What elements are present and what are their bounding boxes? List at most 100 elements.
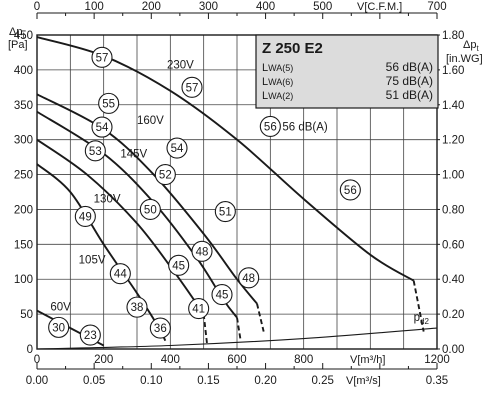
y-left-tick-label: 450 <box>14 30 33 42</box>
sound-marker: 48 <box>238 267 260 289</box>
chart-title: Z 250 E2 <box>262 40 323 57</box>
y-right-tick-label: 0.40 <box>442 274 464 286</box>
y-left-tick-label: 350 <box>14 100 33 112</box>
y-left-axis-label: Δpt <box>9 26 25 40</box>
curve-label: 230V <box>167 59 194 71</box>
marker-circle <box>191 240 213 262</box>
y-right-tick-label: 0.80 <box>442 204 464 216</box>
sound-marker: 51 <box>214 200 236 223</box>
sound-marker: 56 <box>259 115 281 137</box>
y-left-tick-label: 400 <box>14 65 33 77</box>
x-bottom2-tick-label: 0.10 <box>140 375 162 387</box>
marker-circle <box>188 297 210 320</box>
sound-marker: 49 <box>74 205 96 227</box>
marker-label: 55 <box>102 98 115 110</box>
marker-label: 45 <box>172 260 185 272</box>
y-right-tick-label: 0.60 <box>442 239 464 251</box>
marker-circle <box>211 284 233 306</box>
sound-marker: 55 <box>98 92 120 114</box>
curve-130v <box>36 138 205 315</box>
curve-extension-230v <box>412 280 425 332</box>
marker-label: 51 <box>219 207 232 219</box>
marker-circle <box>109 263 131 285</box>
marker-label: 23 <box>84 330 97 342</box>
curve-label: 145V <box>120 149 147 161</box>
marker-circle <box>339 179 361 201</box>
sound-marker: 48 <box>191 240 213 262</box>
curve-extension-160v <box>256 303 265 332</box>
y-left-tick-label: 250 <box>14 170 33 182</box>
marker-label: 50 <box>144 204 157 216</box>
x-bottom-tick-label: 800 <box>294 354 313 366</box>
marker-circle <box>91 116 113 138</box>
curve-label: 160V <box>137 115 164 127</box>
sound-level-markers: 57 57 55 54 53 54 52 50 51 49 48 45 44 48 45 38 41 36 30 23… <box>48 46 361 346</box>
sound-marker: 50 <box>139 198 161 220</box>
y-right-tick-label: 1.40 <box>442 100 464 112</box>
curve-extension-145v <box>236 317 242 339</box>
sound-table-label: LWA(5) <box>262 62 293 74</box>
sound-marker: 30 <box>48 316 70 338</box>
x-top-tick-label: 500 <box>313 1 332 13</box>
x-top-tick-label: 300 <box>199 1 218 13</box>
x-bottom2-tick-label: 0.20 <box>254 375 276 387</box>
x-top-tick-label: 700 <box>427 1 446 13</box>
y-left-tick-label: 200 <box>14 204 33 216</box>
x-bottom2-tick-label: 0.00 <box>26 375 48 387</box>
curve-extensions <box>202 280 425 344</box>
info-box: Z 250 E2 LWA(5) 56 dB(A)LWA(6) 75 dB(A)LWA… <box>255 34 439 109</box>
marker-label: 48 <box>242 273 255 285</box>
x-bottom2-tick-label: 0.35 <box>426 375 448 387</box>
curve-label: 105V <box>79 255 106 267</box>
y-right-tick-label: 0.20 <box>442 309 464 321</box>
axes: 0501001502002503003504004500.000.200.400… <box>8 1 483 387</box>
sound-marker: 56 <box>339 179 361 201</box>
curve-60v <box>36 309 105 347</box>
plot-frame <box>36 34 438 350</box>
y-right-tick-label: 1.00 <box>442 170 464 182</box>
x-bottom-tick-label: 0 <box>34 354 40 366</box>
marker-label: 57 <box>186 82 199 94</box>
x-bottom-tick-label: 200 <box>94 354 113 366</box>
marker-label: 45 <box>216 290 229 302</box>
marker-label: 49 <box>79 211 92 223</box>
x-bottom2-axis-label: V[m³/s] <box>346 375 381 387</box>
marker-circle <box>139 198 161 220</box>
x-bottom-tick-label: 400 <box>161 354 180 366</box>
marker-circle <box>259 115 281 137</box>
marker-circle <box>214 200 236 223</box>
curve-label: 130V <box>94 193 121 205</box>
y-left-axis-unit: [Pa] <box>8 39 28 51</box>
marker-label: 36 <box>154 323 167 335</box>
sound-marker: 52 <box>154 164 176 186</box>
sound-table-value: 56 dB(A) <box>386 60 433 74</box>
x-top-tick-label: 100 <box>85 1 104 13</box>
y-right-axis-label: Δpt <box>463 39 479 53</box>
sound-marker: 44 <box>109 263 131 285</box>
marker-label: 44 <box>114 269 127 281</box>
marker-label: 38 <box>131 302 144 314</box>
marker-circle <box>238 267 260 289</box>
marker-circle <box>149 317 171 339</box>
x-bottom2-tick-label: 0.25 <box>312 375 334 387</box>
marker-label: 48 <box>196 246 209 258</box>
marker-label: 56 <box>344 185 357 197</box>
marker-label: 54 <box>96 122 109 134</box>
marker-circle <box>91 46 113 68</box>
sound-marker: 53 <box>84 140 106 162</box>
sound-marker: 41 <box>188 297 210 320</box>
y-right-axis-unit: [in.WG] <box>446 53 483 65</box>
y-left-tick-label: 0 <box>27 344 33 356</box>
sound-table-label: LWA(6) <box>262 76 293 88</box>
marker-circle <box>181 76 203 98</box>
marker-circle <box>166 137 188 159</box>
marker-circle <box>98 92 120 114</box>
y-left-tick-label: 300 <box>14 135 33 147</box>
marker-circle <box>168 254 190 276</box>
curve-extension-130v <box>202 314 208 344</box>
curve-label: 56 dB(A) <box>282 121 328 133</box>
info-box-background <box>255 34 439 109</box>
marker-label: 53 <box>89 146 102 158</box>
marker-label: 41 <box>192 304 205 316</box>
